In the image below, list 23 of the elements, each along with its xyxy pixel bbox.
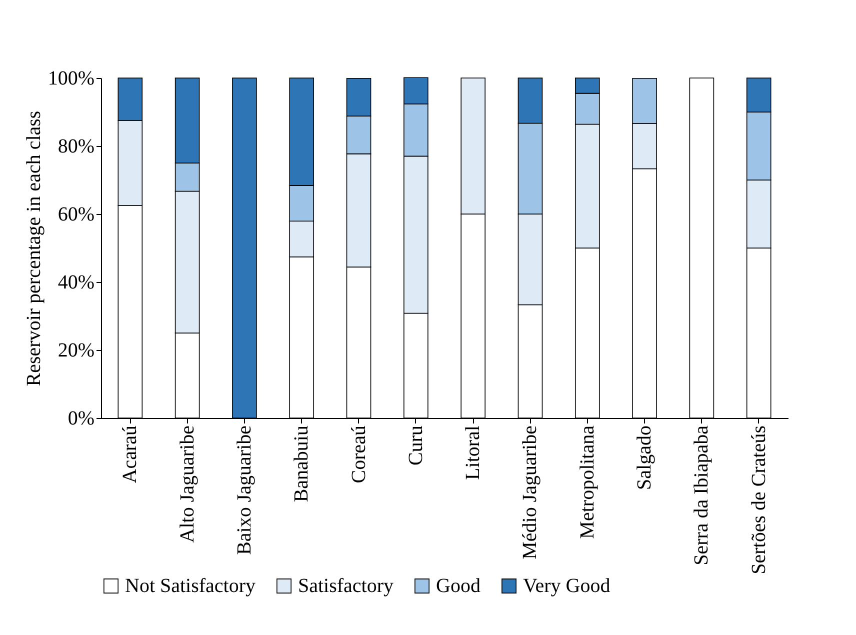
x-tick-label: Serra da Ibiapaba xyxy=(690,425,713,566)
x-tick-label: Acaraú xyxy=(119,426,142,484)
x-tick-label: Médio Jaguaribe xyxy=(519,425,542,560)
x-tick-label: Sertões de Crateús xyxy=(748,425,770,574)
x-tick-label: Coreaú xyxy=(348,426,370,484)
y-tick-label: 40% xyxy=(58,272,94,294)
legend-label: Good xyxy=(436,575,480,597)
y-tick-label: 100% xyxy=(48,68,94,90)
y-tick-label: 60% xyxy=(58,204,94,226)
x-tick-label: Curu xyxy=(404,426,427,466)
y-tick-label: 0% xyxy=(68,408,94,430)
x-tick-label: Alto Jaguaribe xyxy=(176,425,198,543)
y-tick-label: 20% xyxy=(58,340,94,362)
x-tick-label: Litoral xyxy=(462,425,484,480)
x-tick-label: Metropolitana xyxy=(576,425,598,539)
y-tick-label: 80% xyxy=(58,136,94,158)
legend-label: Satisfactory xyxy=(298,575,394,597)
x-tick-label: Banabuiu xyxy=(290,426,313,502)
x-tick-label: Salgado xyxy=(634,426,656,490)
legend-label: Not Satisfactory xyxy=(125,575,256,597)
y-axis-title: Reservoir percentage in each class xyxy=(22,110,45,386)
x-tick-label: Baixo Jaguaribe xyxy=(233,425,256,555)
legend-label: Very Good xyxy=(523,575,610,597)
